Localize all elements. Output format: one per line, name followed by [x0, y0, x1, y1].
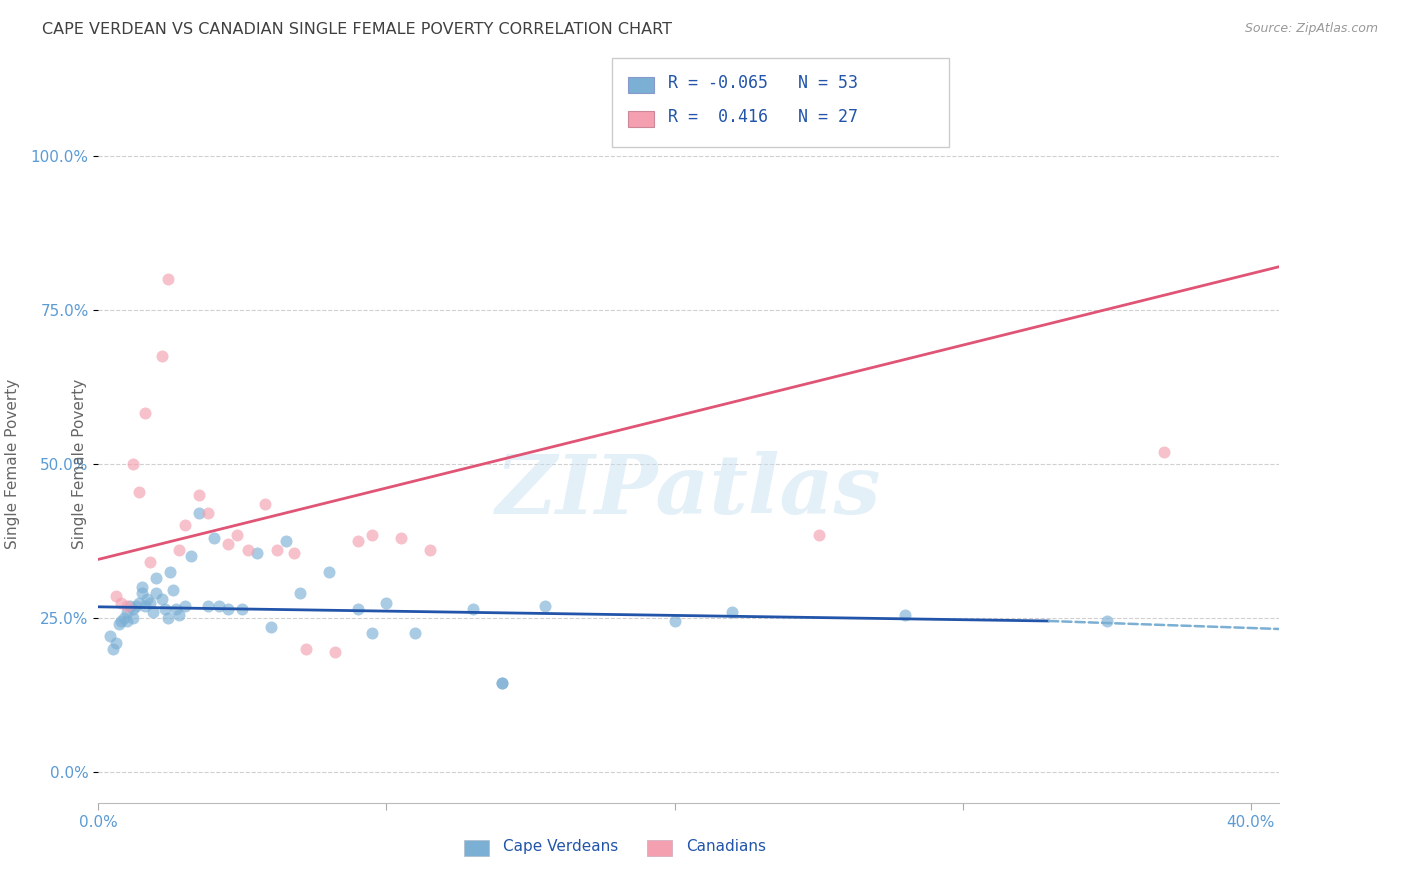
Point — [98, 629, 121, 643]
Point — [125, 599, 148, 613]
Point — [491, 675, 513, 690]
Point — [534, 599, 557, 613]
Point — [131, 586, 153, 600]
Point — [197, 506, 219, 520]
Point — [180, 549, 202, 564]
Point — [721, 605, 744, 619]
Point — [254, 497, 277, 511]
Text: Canadians: Canadians — [686, 839, 766, 854]
Point — [107, 617, 129, 632]
Point — [167, 607, 190, 622]
Point — [295, 641, 318, 656]
Point — [188, 488, 211, 502]
Point — [173, 518, 195, 533]
Point — [122, 611, 145, 625]
Point — [122, 457, 145, 471]
Text: CAPE VERDEAN VS CANADIAN SINGLE FEMALE POVERTY CORRELATION CHART: CAPE VERDEAN VS CANADIAN SINGLE FEMALE P… — [42, 22, 672, 37]
Point — [491, 675, 513, 690]
Point — [260, 620, 283, 634]
Point — [115, 614, 138, 628]
Point — [894, 607, 917, 622]
Point — [389, 531, 412, 545]
Point — [159, 565, 181, 579]
Text: ZIPatlas: ZIPatlas — [496, 451, 882, 531]
Point — [153, 601, 176, 615]
Point — [104, 590, 127, 604]
Point — [208, 599, 231, 613]
Text: Source: ZipAtlas.com: Source: ZipAtlas.com — [1244, 22, 1378, 36]
Point — [145, 586, 167, 600]
Point — [128, 484, 150, 499]
Point — [145, 571, 167, 585]
Y-axis label: Single Female Poverty: Single Female Poverty — [4, 379, 20, 549]
Point — [165, 601, 187, 615]
Point — [361, 527, 384, 541]
Point — [110, 614, 132, 628]
Point — [461, 601, 484, 615]
Point — [167, 543, 190, 558]
Point — [246, 546, 269, 560]
Point — [156, 272, 179, 286]
Point — [323, 645, 346, 659]
Point — [162, 583, 184, 598]
Text: R = -0.065   N = 53: R = -0.065 N = 53 — [668, 74, 858, 92]
Point — [134, 599, 156, 613]
Point — [318, 565, 340, 579]
Point — [101, 641, 124, 656]
Point — [122, 601, 145, 615]
Text: R =  0.416   N = 27: R = 0.416 N = 27 — [668, 108, 858, 126]
Point — [131, 580, 153, 594]
Point — [110, 595, 132, 609]
Point — [231, 601, 253, 615]
Point — [225, 527, 247, 541]
Point — [346, 533, 368, 548]
Point — [128, 595, 150, 609]
Point — [104, 635, 127, 649]
Point — [1095, 614, 1118, 628]
Point — [173, 599, 195, 613]
Point — [664, 614, 686, 628]
Y-axis label: Single Female Poverty: Single Female Poverty — [72, 379, 87, 549]
Point — [346, 601, 368, 615]
Point — [120, 599, 142, 613]
Point — [202, 531, 225, 545]
Point — [142, 605, 165, 619]
Point — [150, 349, 173, 363]
Point — [361, 626, 384, 640]
Point — [139, 556, 162, 570]
Text: Cape Verdeans: Cape Verdeans — [503, 839, 619, 854]
Point — [197, 599, 219, 613]
Point — [419, 543, 441, 558]
Point — [217, 537, 239, 551]
Point — [156, 611, 179, 625]
Point — [136, 592, 159, 607]
Point — [274, 533, 297, 548]
Point — [807, 527, 830, 541]
Point — [266, 543, 288, 558]
Point — [150, 592, 173, 607]
Point — [288, 586, 311, 600]
Point — [134, 406, 156, 420]
Point — [404, 626, 426, 640]
Point — [375, 595, 398, 609]
Point — [283, 546, 305, 560]
Point — [115, 605, 138, 619]
Point — [188, 506, 211, 520]
Point — [115, 599, 138, 613]
Point — [1153, 444, 1175, 458]
Point — [112, 611, 135, 625]
Point — [139, 595, 162, 609]
Point — [217, 601, 239, 615]
Point — [238, 543, 260, 558]
